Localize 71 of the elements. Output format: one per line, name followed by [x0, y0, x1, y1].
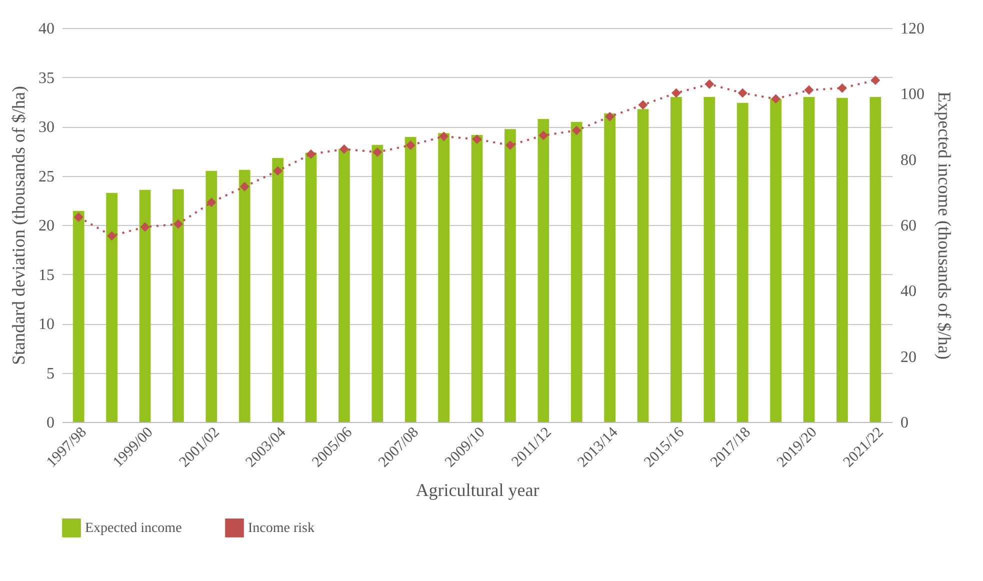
- bar: [404, 137, 416, 422]
- point: [339, 144, 349, 154]
- point: [406, 140, 416, 150]
- y-tick-label: 5: [46, 365, 54, 382]
- bar: [272, 158, 284, 422]
- point: [738, 88, 748, 98]
- bar: [803, 96, 815, 422]
- bar: [736, 102, 748, 422]
- bar: [372, 144, 384, 422]
- bar: [438, 133, 450, 422]
- point: [273, 166, 283, 176]
- y2-tick-label: 60: [900, 218, 916, 234]
- point: [638, 100, 648, 110]
- point: [372, 147, 382, 157]
- point: [572, 126, 582, 136]
- point: [439, 132, 449, 142]
- point: [605, 112, 615, 122]
- x-axis-title: Agricultural year: [416, 480, 540, 500]
- y-tick-label: 30: [38, 119, 54, 136]
- bar: [870, 96, 882, 422]
- bar: [538, 118, 550, 422]
- point: [472, 134, 482, 144]
- bar: [471, 135, 483, 422]
- bar: [670, 96, 682, 422]
- point: [704, 79, 714, 89]
- y2-tick-label: 120: [900, 20, 924, 38]
- y2-tick-label: 100: [900, 86, 924, 104]
- y-tick-label: 35: [38, 70, 54, 87]
- bar: [139, 190, 151, 422]
- legend-label: Income risk: [248, 520, 314, 536]
- point: [771, 94, 781, 104]
- bar: [305, 152, 317, 422]
- point: [804, 85, 814, 95]
- bar: [338, 148, 350, 422]
- bar: [172, 189, 184, 422]
- point: [837, 83, 847, 93]
- y2-tick-label: 20: [900, 348, 916, 366]
- point: [74, 212, 84, 222]
- bar: [106, 192, 118, 422]
- bar: [836, 98, 848, 422]
- point: [173, 219, 183, 229]
- y2-tick-label: 0: [900, 414, 908, 432]
- y-tick-label: 40: [38, 20, 54, 38]
- point: [140, 222, 150, 232]
- bar: [570, 122, 582, 422]
- legend-label: Expected income: [85, 520, 182, 536]
- point: [206, 198, 216, 208]
- y-tick-label: 25: [38, 168, 54, 186]
- point: [538, 130, 548, 140]
- bar: [72, 210, 84, 422]
- y2-tick-label: 80: [900, 152, 916, 169]
- point: [240, 182, 250, 192]
- bar: [637, 109, 649, 422]
- y-tick-label: 0: [46, 414, 54, 432]
- point: [306, 149, 316, 159]
- bar: [238, 170, 250, 422]
- y-axis-title: Standard deviation (thousands of $/ha): [8, 86, 28, 365]
- point: [870, 75, 880, 85]
- bar: [704, 96, 716, 422]
- bar: [604, 113, 616, 422]
- y2-tick-label: 40: [900, 283, 916, 300]
- y-tick-label: 10: [38, 316, 54, 333]
- bar: [504, 129, 516, 422]
- y-tick-label: 20: [38, 218, 54, 234]
- point: [505, 140, 515, 150]
- y2-axis-title: Expected income (thousands of $/ha): [934, 92, 954, 360]
- bar: [770, 98, 782, 422]
- point: [107, 231, 117, 241]
- y-tick-label: 15: [38, 266, 54, 284]
- point: [671, 88, 681, 98]
- bar: [206, 170, 218, 422]
